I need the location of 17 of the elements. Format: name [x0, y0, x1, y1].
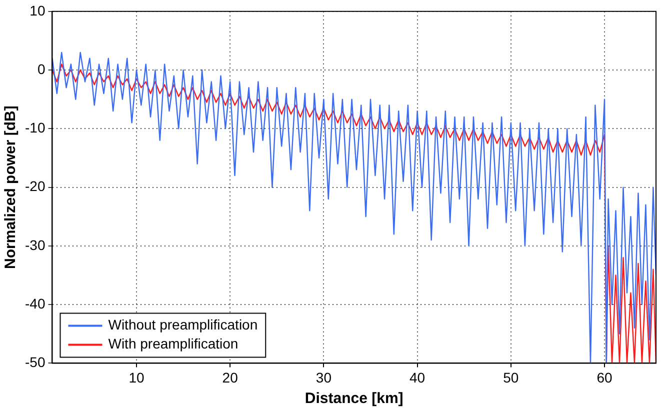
x-tick-label: 50: [503, 369, 519, 386]
x-tick-label: 60: [596, 369, 613, 386]
x-tick-label: 20: [222, 369, 238, 386]
legend-label: Without preamplification: [108, 316, 258, 333]
x-tick-label: 40: [410, 369, 426, 386]
x-tick-label: 10: [128, 369, 144, 386]
y-tick-label: -40: [25, 295, 46, 312]
y-axis-title: Normalized power [dB]: [2, 106, 20, 269]
x-axis-title: Distance [km]: [304, 390, 404, 408]
x-tick-label: 30: [316, 369, 332, 386]
y-tick-label: -50: [25, 354, 46, 370]
legend-label: With preamplification: [108, 336, 238, 352]
y-tick-label: 0: [37, 60, 46, 77]
y-tick-label: 10: [30, 2, 46, 18]
y-tick-label: -10: [25, 120, 46, 136]
y-tick-label: -20: [25, 178, 46, 194]
y-tick-label: -30: [25, 236, 46, 253]
